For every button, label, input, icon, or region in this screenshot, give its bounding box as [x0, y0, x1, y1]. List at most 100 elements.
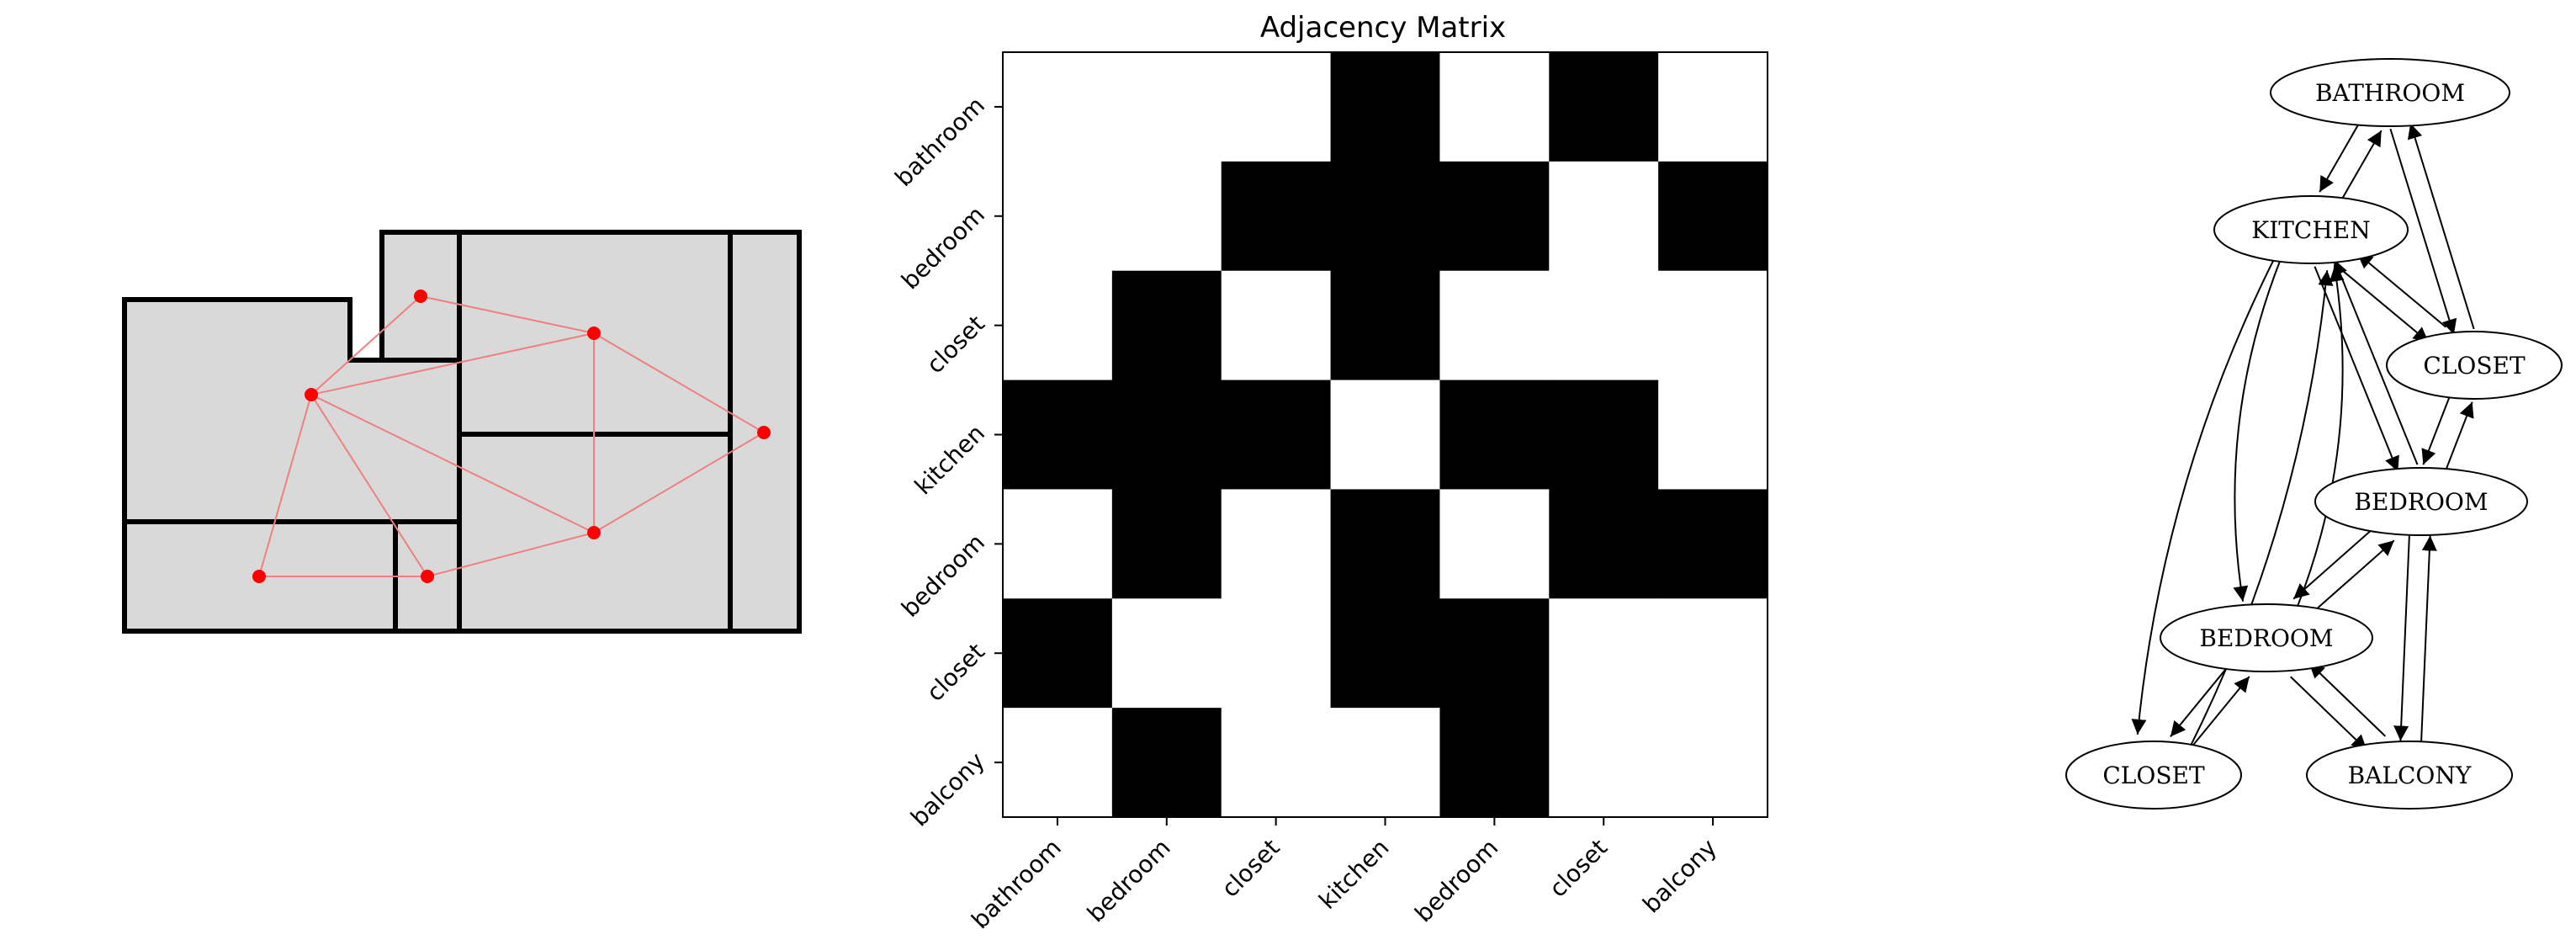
matrix-cells [1003, 52, 1768, 818]
matrix-cell [1330, 161, 1441, 272]
graph-node-label: BALCONY [2348, 762, 2472, 789]
graph-edge [2296, 266, 2345, 608]
graph-edge [2444, 401, 2474, 472]
graph-nodes: BATHROOM KITCHEN CLOSET BEDROOM BEDROOM CLOSE… [2065, 58, 2563, 810]
matrix-cell [1330, 598, 1441, 709]
matrix-cell [1111, 270, 1222, 381]
room-nodes [252, 289, 771, 583]
floor-plan-panel [122, 230, 802, 634]
row-label: closet [921, 638, 990, 707]
row-label: balcony [905, 747, 990, 832]
matrix-cell [1439, 489, 1550, 599]
graph-edge [2310, 539, 2395, 614]
matrix-ticks [994, 105, 1715, 826]
graph-edge [2356, 252, 2447, 328]
graph-edge [2170, 663, 2231, 738]
matrix-cell [1658, 380, 1768, 491]
room-links [258, 295, 765, 577]
graph-node: KITCHEN [2213, 195, 2409, 264]
room-link [427, 532, 595, 577]
matrix-cell [1003, 270, 1113, 381]
graph-edge [2393, 534, 2410, 741]
matrix-title: Adjacency Matrix [1260, 11, 1506, 45]
matrix-cell [1221, 708, 1332, 818]
graph-node-ellipse [2213, 195, 2409, 264]
column-labels: bathroom bedroom closet kitchen bedroom close… [966, 834, 1722, 935]
graph-edge [2233, 260, 2282, 602]
matrix-cell [1111, 52, 1222, 162]
room-node [414, 289, 427, 303]
graph-edge [2290, 676, 2368, 751]
matrix-cell [1111, 598, 1222, 709]
graph-node: BATHROOM [2270, 58, 2510, 127]
matrix-cell [1658, 489, 1768, 599]
matrix-cell [1330, 708, 1441, 818]
matrix-cell [1111, 489, 1222, 599]
graph-node: CLOSET [2065, 741, 2242, 810]
graph-edge [2131, 255, 2277, 735]
matrix-cell [1549, 489, 1659, 599]
matrix-cell [1111, 708, 1222, 818]
matrix-cell [1221, 52, 1332, 162]
graph-node-label: BEDROOM [2199, 624, 2333, 652]
matrix-cell [1658, 708, 1768, 818]
graph-edge [2421, 395, 2451, 465]
matrix-cell [1439, 380, 1550, 491]
graph-node-ellipse [2065, 741, 2242, 810]
column-label: bathroom [966, 834, 1067, 935]
row-label: kitchen [909, 419, 990, 500]
room-link [310, 394, 428, 577]
graph-node-label: BATHROOM [2315, 79, 2465, 107]
room-node [421, 570, 434, 583]
row-label: closet [921, 310, 990, 379]
graph-edge [2188, 270, 2334, 750]
room-link [310, 295, 421, 396]
matrix-cell [1658, 52, 1768, 162]
column-label: closet [1216, 834, 1285, 903]
matrix-cell [1003, 489, 1113, 599]
graph-node-label: CLOSET [2102, 762, 2205, 789]
matrix-cell [1549, 270, 1659, 381]
graph-node-label: BEDROOM [2354, 488, 2488, 516]
graph-node-ellipse [2306, 741, 2513, 810]
column-label: bedroom [1082, 834, 1176, 928]
room-link [310, 332, 595, 396]
row-label: bedroom [896, 528, 990, 623]
matrix-cell [1111, 161, 1222, 272]
matrix-cell [1439, 52, 1550, 162]
graph-node: BALCONY [2306, 741, 2513, 810]
column-label: balcony [1637, 834, 1722, 919]
matrix-cell [1439, 270, 1550, 381]
column-label: bedroom [1409, 834, 1503, 928]
graph-node-label: CLOSET [2423, 352, 2526, 380]
matrix-cell [1221, 380, 1332, 491]
room-link [593, 432, 765, 534]
matrix-cell [1330, 52, 1441, 162]
room-node [757, 426, 771, 439]
matrix-cell [1221, 270, 1332, 381]
graph-edge [2189, 676, 2250, 750]
graph-edge [2339, 268, 2430, 343]
matrix-cell [1549, 52, 1659, 162]
column-label: closet [1544, 834, 1613, 903]
graph-edge [2340, 130, 2383, 202]
room-link [420, 295, 595, 334]
matrix-cell [1221, 489, 1332, 599]
matrix-cell [1658, 598, 1768, 709]
matrix-cell [1439, 598, 1550, 709]
graph-node-ellipse [2160, 603, 2373, 672]
matrix-cell [1003, 380, 1113, 491]
matrix-cell [1003, 52, 1113, 162]
matrix-cell [1658, 161, 1768, 272]
matrix-cell [1549, 161, 1659, 272]
graph-edge [2292, 525, 2377, 600]
row-labels: bathroombedroomclosetkitchenbedroomclose… [889, 92, 990, 832]
graph-edge [2333, 259, 2419, 465]
graph-node-ellipse [2386, 331, 2563, 400]
graph-node-ellipse [2314, 467, 2528, 536]
graph-edges [2131, 120, 2475, 751]
graph-node: BEDROOM [2160, 603, 2373, 672]
row-label: bedroom [896, 200, 990, 295]
graph-node: BEDROOM [2314, 467, 2528, 536]
